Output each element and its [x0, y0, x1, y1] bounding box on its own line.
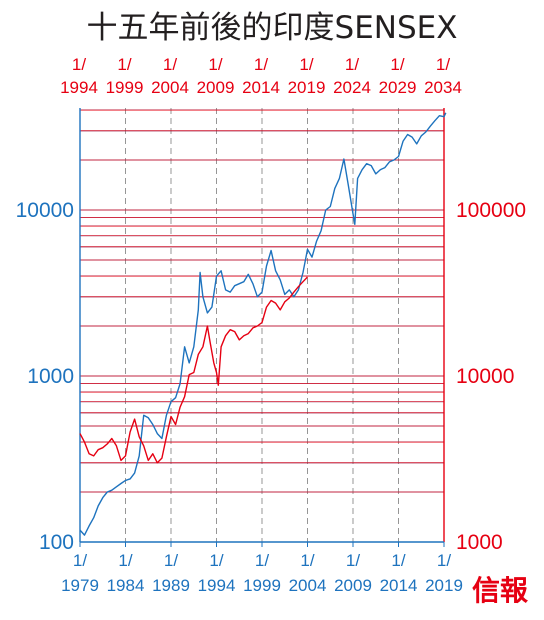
chart-title: 十五年前後的印度SENSEX	[87, 10, 458, 46]
series-line	[79, 112, 447, 536]
bottom-tick-year: 1999	[243, 576, 281, 595]
top-tick-year: 2009	[197, 78, 235, 97]
top-tick-month: 1/	[163, 55, 177, 74]
left-axis-labels: 100 1000 10000	[16, 199, 74, 554]
bottom-tick-year: 2019	[425, 576, 463, 595]
top-tick-year: 1994	[60, 78, 98, 97]
bottom-tick-month: 1/	[437, 551, 451, 570]
bottom-tick-year: 1979	[61, 576, 99, 595]
logo: 信報	[472, 574, 529, 607]
bottom-tick-year: 1984	[107, 576, 145, 595]
bottom-tick-year: 1994	[198, 576, 236, 595]
bottom-tick-year: 1989	[152, 576, 190, 595]
right-axis-labels: 1000 10000 100000	[456, 199, 526, 554]
top-tick-year: 2034	[424, 78, 462, 97]
bottom-tick-month: 1/	[209, 551, 223, 570]
left-tick-label: 100	[39, 531, 74, 554]
top-tick-month: 1/	[72, 55, 86, 74]
horizontal-gridlines	[80, 109, 444, 543]
top-tick-month: 1/	[208, 55, 222, 74]
bottom-tick-month: 1/	[255, 551, 269, 570]
bottom-tick-month: 1/	[346, 551, 360, 570]
bottom-tick-month: 1/	[73, 551, 87, 570]
top-tick-year: 2019	[288, 78, 326, 97]
top-tick-year: 2004	[151, 78, 189, 97]
top-tick-month: 1/	[345, 55, 359, 74]
right-tick-label: 1000	[456, 531, 503, 554]
top-tick-month: 1/	[117, 55, 131, 74]
top-tick-year: 1999	[106, 78, 144, 97]
right-tick-label: 100000	[456, 199, 526, 222]
series-lines	[79, 112, 447, 536]
bottom-tick-year: 2014	[380, 576, 418, 595]
vertical-gridlines	[125, 108, 399, 542]
left-tick-label: 1000	[27, 365, 74, 388]
top-axis-labels: 1/1994 1/1999 1/2004 1/2009 1/2014 1/2019 1/20…	[60, 55, 462, 97]
top-tick-year: 2029	[379, 78, 417, 97]
bottom-tick-month: 1/	[118, 551, 132, 570]
top-tick-month: 1/	[299, 55, 313, 74]
top-tick-month: 1/	[436, 55, 450, 74]
top-tick-month: 1/	[390, 55, 404, 74]
series-line	[79, 276, 309, 464]
top-tick-year: 2024	[333, 78, 371, 97]
left-tick-label: 10000	[16, 199, 74, 222]
top-tick-year: 2014	[242, 78, 280, 97]
bottom-tick-month: 1/	[300, 551, 314, 570]
bottom-tick-year: 2009	[334, 576, 372, 595]
top-tick-month: 1/	[254, 55, 268, 74]
bottom-axis-labels: 1/1979 1/1984 1/1989 1/1994 1/1999 1/2004 1/20…	[61, 542, 463, 595]
bottom-tick-month: 1/	[164, 551, 178, 570]
right-tick-label: 10000	[456, 365, 514, 388]
bottom-tick-month: 1/	[391, 551, 405, 570]
bottom-tick-year: 2004	[289, 576, 327, 595]
